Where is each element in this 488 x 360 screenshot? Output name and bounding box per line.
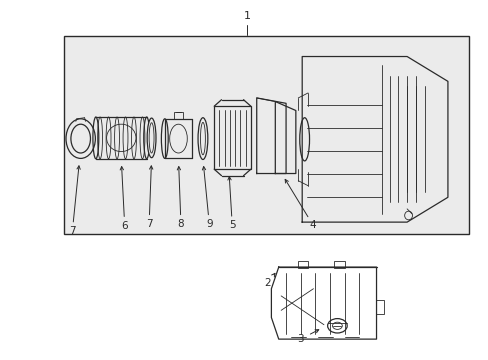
Text: 2: 2 bbox=[264, 278, 271, 288]
Text: 5: 5 bbox=[228, 220, 235, 230]
Text: 7: 7 bbox=[145, 219, 152, 229]
Text: 7: 7 bbox=[69, 226, 76, 236]
Ellipse shape bbox=[66, 119, 95, 158]
Bar bbox=[375, 300, 384, 314]
Text: 6: 6 bbox=[121, 221, 128, 231]
Bar bbox=[334, 261, 345, 268]
Ellipse shape bbox=[147, 118, 156, 158]
Text: 4: 4 bbox=[309, 220, 316, 230]
Ellipse shape bbox=[198, 118, 207, 159]
Bar bbox=[63, 36, 468, 234]
Bar bbox=[174, 112, 183, 119]
Bar bbox=[297, 261, 308, 268]
Text: 3: 3 bbox=[297, 334, 304, 344]
Bar bbox=[214, 106, 250, 169]
Text: 1: 1 bbox=[243, 11, 250, 21]
Text: 8: 8 bbox=[177, 219, 184, 229]
Text: 9: 9 bbox=[205, 219, 212, 229]
